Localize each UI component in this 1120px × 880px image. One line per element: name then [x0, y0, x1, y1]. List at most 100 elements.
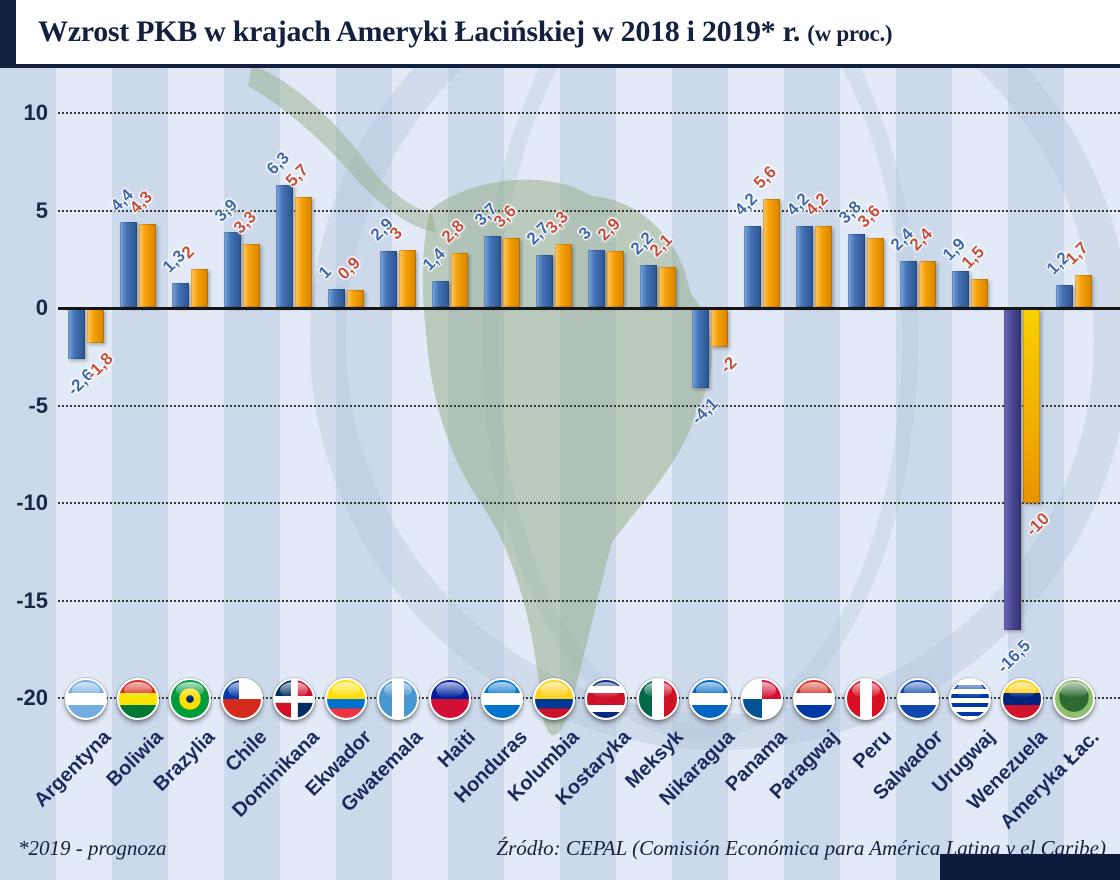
country-flag-icon	[65, 678, 107, 720]
bar-2018	[1004, 309, 1021, 630]
country-flag-icon	[585, 678, 627, 720]
south-america-shape-icon	[422, 179, 712, 736]
bar-2018	[588, 249, 605, 307]
bar-2019	[659, 267, 676, 307]
bar-2018	[432, 280, 449, 307]
bar-2019	[919, 261, 936, 307]
value-label-2019: 2,8	[437, 216, 468, 247]
value-label-2018: 1	[314, 261, 335, 282]
forecast-footnote: *2019 - prognoza	[18, 836, 167, 860]
title-suffix: (w proc.)	[807, 21, 893, 46]
value-label-2018: 1,4	[418, 243, 449, 274]
bar-2018	[224, 231, 241, 307]
value-label-2019: 2,9	[593, 214, 624, 245]
bar-2019	[971, 278, 988, 307]
y-tick-label: -20	[16, 685, 48, 710]
value-label-2019: 3	[385, 222, 406, 243]
bar-2019	[295, 196, 312, 307]
country-flag-icon	[689, 678, 731, 720]
value-label-2018: 4,2	[730, 189, 761, 220]
bar-2019	[503, 237, 520, 307]
value-label-2018: -4,1	[687, 393, 722, 429]
bar-2019	[555, 243, 572, 307]
country-flag-icon	[273, 678, 315, 720]
header-accent-square	[0, 0, 16, 64]
y-tick-label: 0	[35, 295, 48, 320]
bar-2018	[744, 226, 761, 307]
brand-logo	[940, 854, 1120, 880]
country-flag-icon	[429, 678, 471, 720]
bar-2018	[952, 270, 969, 307]
y-tick-label: -10	[16, 490, 48, 515]
bar-2018	[1056, 284, 1073, 307]
country-flag-icon	[169, 678, 211, 720]
globe-circle-icon	[310, 0, 1120, 750]
value-label-2019: 2,4	[905, 224, 936, 255]
country-flag-icon	[845, 678, 887, 720]
bar-2018	[900, 261, 917, 307]
country-flag-icon	[221, 678, 263, 720]
bar-2018	[120, 222, 137, 307]
bar-2019	[1075, 274, 1092, 307]
y-tick-label: -5	[28, 392, 48, 418]
country-label: Haiti	[433, 726, 480, 773]
country-flag-icon	[949, 678, 991, 720]
value-label-2018: 3	[574, 222, 595, 243]
bar-2018	[796, 226, 813, 307]
bar-2019	[191, 269, 208, 307]
country-flag-icon	[377, 678, 419, 720]
value-label-2019: 4,2	[801, 189, 832, 220]
y-tick-label: 10	[23, 100, 48, 125]
gridline	[58, 599, 1120, 602]
gridline	[58, 209, 1120, 212]
country-flag-icon	[117, 678, 159, 720]
bar-2018	[276, 185, 293, 307]
bar-2019	[87, 309, 104, 344]
bar-2019	[763, 198, 780, 307]
bar-2019	[451, 253, 468, 307]
bar-2018	[536, 255, 553, 307]
bar-2018	[848, 233, 865, 307]
central-america-shape-icon	[248, 64, 436, 232]
y-tick-label: -15	[16, 587, 48, 613]
bar-2018	[484, 235, 501, 307]
country-flag-icon	[1053, 678, 1095, 720]
bar-2019	[139, 224, 156, 307]
bar-2018	[380, 251, 397, 307]
gridline	[58, 502, 1120, 504]
x-axis-zero-line	[58, 307, 1120, 310]
bar-2019	[815, 226, 832, 307]
title-main: Wzrost PKB w krajach Ameryki Łacińskiej …	[38, 15, 801, 48]
gridline	[58, 404, 1120, 407]
country-flag-icon	[741, 678, 783, 720]
country-flag-icon	[793, 678, 835, 720]
bar-2019	[607, 251, 624, 307]
y-tick-label: 5	[35, 197, 48, 223]
bar-2018	[640, 265, 657, 307]
value-label-2019: 5,6	[749, 161, 780, 193]
bar-2018	[68, 309, 85, 359]
country-flag-icon	[533, 678, 575, 720]
header: Wzrost PKB w krajach Ameryki Łacińskiej …	[0, 0, 1120, 68]
bar-2018	[328, 288, 345, 307]
bar-2019	[1023, 309, 1040, 503]
country-flag-icon	[897, 678, 939, 720]
country-flag-icon	[1001, 678, 1043, 720]
bar-2018	[172, 282, 189, 307]
bar-2018	[692, 309, 709, 388]
country-flag-icon	[637, 678, 679, 720]
country-flag-icon	[325, 678, 367, 720]
country-flag-icon	[481, 678, 523, 720]
value-label-2018: -16,5	[993, 635, 1034, 677]
value-label-2019: -2	[716, 353, 741, 378]
bar-2019	[711, 309, 728, 347]
bar-2019	[347, 290, 364, 307]
country-label: Argentyna	[30, 726, 116, 812]
value-label-2019: 0,9	[333, 253, 364, 284]
value-label-2019: -10	[1022, 509, 1053, 540]
country-label: Peru	[848, 726, 896, 774]
gridline	[58, 112, 1120, 114]
